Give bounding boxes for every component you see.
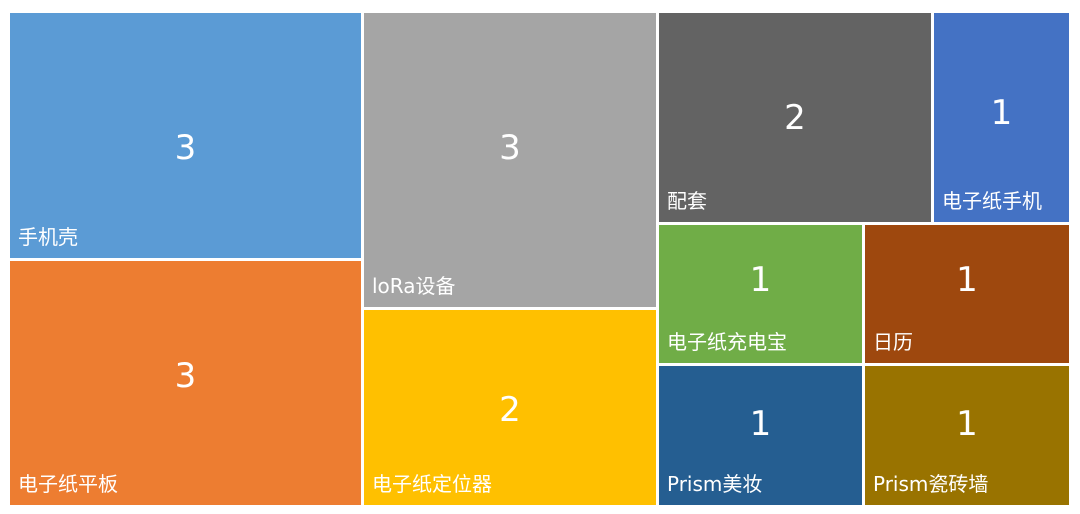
cell-value: 2 bbox=[784, 98, 806, 138]
cell-label: 配套 bbox=[667, 189, 707, 213]
cell-value: 1 bbox=[956, 404, 978, 444]
treemap-cell: 1 Prism瓷砖墙 bbox=[865, 366, 1069, 505]
cell-label: 电子纸平板 bbox=[18, 472, 118, 496]
cell-label: 电子纸手机 bbox=[942, 189, 1042, 213]
cell-label: 日历 bbox=[873, 330, 913, 354]
cell-value: 2 bbox=[499, 390, 521, 430]
treemap-cell: 3 loRa设备 bbox=[364, 13, 656, 307]
treemap-cell: 1 Prism美妆 bbox=[659, 366, 862, 505]
treemap-cell: 1 电子纸充电宝 bbox=[659, 225, 862, 363]
cell-value: 1 bbox=[990, 93, 1013, 133]
treemap-cell: 3 手机壳 bbox=[10, 13, 361, 258]
cell-value: 3 bbox=[499, 128, 521, 168]
cell-value: 1 bbox=[749, 404, 772, 444]
cell-value: 1 bbox=[956, 260, 978, 300]
treemap-cell: 2 电子纸定位器 bbox=[364, 310, 656, 505]
treemap-cell: 1 日历 bbox=[865, 225, 1069, 363]
treemap-cell: 1 电子纸手机 bbox=[934, 13, 1069, 222]
treemap-cell: 2 配套 bbox=[659, 13, 931, 222]
cell-label: Prism瓷砖墙 bbox=[873, 472, 989, 496]
cell-label: loRa设备 bbox=[372, 274, 456, 298]
cell-label: 手机壳 bbox=[18, 225, 78, 249]
cell-label: Prism美妆 bbox=[667, 472, 763, 496]
cell-value: 3 bbox=[174, 356, 197, 396]
cell-label: 电子纸充电宝 bbox=[667, 330, 787, 354]
cell-value: 1 bbox=[749, 260, 772, 300]
cell-label: 电子纸定位器 bbox=[372, 472, 492, 496]
treemap-cell: 3 电子纸平板 bbox=[10, 261, 361, 505]
cell-value: 3 bbox=[174, 128, 197, 168]
